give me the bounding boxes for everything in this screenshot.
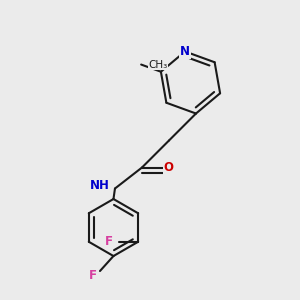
Text: N: N: [180, 45, 190, 58]
Text: F: F: [89, 269, 97, 282]
Text: F: F: [105, 235, 113, 248]
Text: O: O: [164, 161, 173, 174]
Text: NH: NH: [90, 179, 110, 192]
Text: CH₃: CH₃: [149, 59, 168, 70]
